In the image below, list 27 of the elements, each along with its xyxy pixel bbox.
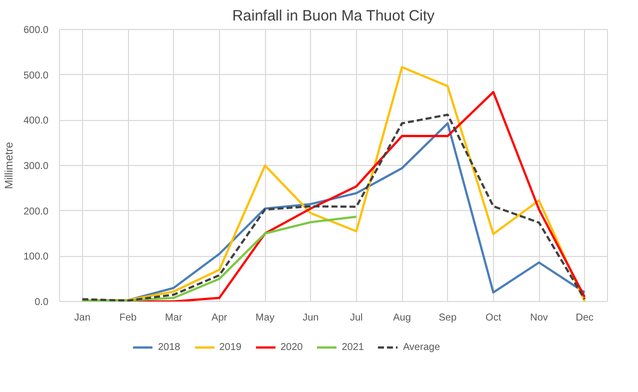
x-tick-label: Oct — [486, 312, 502, 324]
y-tick-label: 100.0 — [23, 252, 49, 263]
y-tick-label: 600.0 — [23, 25, 49, 36]
y-tick-label: 300.0 — [23, 161, 49, 172]
x-tick-label: Sep — [438, 312, 457, 324]
legend-label: Average — [402, 342, 440, 352]
y-tick-label: 200.0 — [23, 206, 49, 218]
legend-label: 2020 — [280, 342, 303, 352]
x-tick-label: Jan — [74, 312, 90, 324]
x-tick-label: Aug — [393, 312, 411, 324]
x-tick-label: Mar — [165, 312, 183, 324]
y-tick-label: 0.0 — [34, 297, 49, 308]
x-tick-label: Jun — [302, 312, 319, 324]
legend-label: 2019 — [219, 342, 242, 352]
legend-label: 2021 — [342, 342, 364, 352]
legend-label: 2018 — [158, 342, 180, 352]
line-series — [81, 216, 358, 302]
y-tick-label: 500.0 — [23, 70, 49, 82]
x-tick-label: Jul — [350, 312, 363, 324]
x-tick-label: Apr — [212, 312, 228, 324]
y-axis-title: Millimetre — [3, 142, 16, 190]
x-tick-label: Nov — [530, 312, 548, 324]
x-tick-label: Dec — [576, 312, 594, 324]
x-tick-label: Feb — [119, 312, 138, 324]
x-tick-label: May — [256, 312, 274, 324]
y-tick-label: 400.0 — [23, 116, 49, 127]
chart-title: Rainfall in Buon Ma Thuot City — [232, 8, 436, 24]
